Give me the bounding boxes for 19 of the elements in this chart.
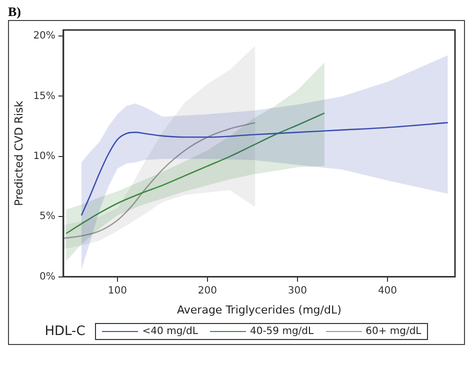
line-series xyxy=(65,112,326,234)
y-tick-label: 10% xyxy=(33,151,56,162)
line-series xyxy=(63,122,256,239)
legend-label: <40 mg/dL xyxy=(142,326,198,337)
legend-label: 40-59 mg/dL xyxy=(250,326,314,337)
y-tick-label: 0% xyxy=(40,271,56,282)
y-tick-label: 20% xyxy=(33,30,56,42)
chart-title: B) xyxy=(8,4,22,20)
x-tick-label: 400 xyxy=(378,285,398,296)
x-tick-label: 200 xyxy=(198,285,217,296)
legend-title: HDL-C xyxy=(44,324,86,339)
y-tick-label: 15% xyxy=(33,90,56,102)
x-tick-label: 100 xyxy=(108,285,127,296)
y-axis-title: Predicted CVD Risk xyxy=(12,100,26,206)
x-axis-title: Average Triglycerides (mg/dL) xyxy=(177,303,342,316)
line-series xyxy=(80,122,448,216)
x-tick-label: 300 xyxy=(288,285,308,296)
y-tick-label: 5% xyxy=(40,211,56,222)
legend-label: 60+ mg/dL xyxy=(366,326,422,337)
